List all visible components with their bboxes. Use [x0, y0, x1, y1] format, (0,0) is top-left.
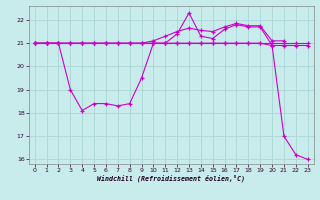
X-axis label: Windchill (Refroidissement éolien,°C): Windchill (Refroidissement éolien,°C)	[97, 175, 245, 182]
